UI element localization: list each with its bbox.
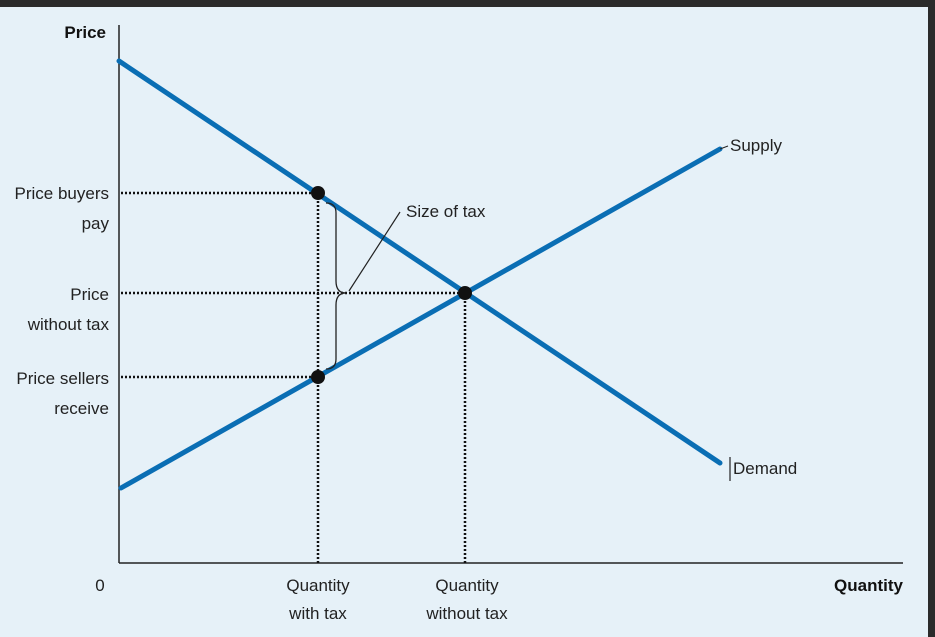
supply-label-leader: [719, 145, 729, 150]
label-quantity-without-tax-line2: without tax: [425, 604, 508, 623]
tax-brace: [325, 202, 347, 370]
supply-label: Supply: [730, 136, 782, 155]
tax-incidence-diagram: Price Quantity 0 Price buyers pay Price …: [15, 23, 904, 623]
label-quantity-with-tax-line1: Quantity: [286, 576, 350, 595]
label-price-without-tax-line2: without tax: [27, 315, 110, 334]
y-axis-title: Price: [64, 23, 106, 42]
sellers-price-point: [311, 370, 325, 384]
annotation-pointer: [348, 211, 401, 292]
label-quantity-without-tax-line1: Quantity: [435, 576, 499, 595]
label-price-sellers-receive-line1: Price sellers: [16, 369, 109, 388]
demand-curve: [116, 58, 723, 466]
label-price-without-tax-line1: Price: [70, 285, 109, 304]
size-of-tax-annotation: Size of tax: [406, 202, 486, 221]
demand-label: Demand: [733, 459, 797, 478]
label-quantity-with-tax-line2: with tax: [288, 604, 347, 623]
equilibrium-point: [458, 286, 472, 300]
label-price-buyers-pay-line2: pay: [82, 214, 110, 233]
diagram-panel: Price Quantity 0 Price buyers pay Price …: [0, 7, 928, 637]
buyers-price-point: [311, 186, 325, 200]
supply-curve: [118, 146, 723, 491]
label-price-buyers-pay-line1: Price buyers: [15, 184, 109, 203]
x-axis-title: Quantity: [834, 576, 903, 595]
label-price-sellers-receive-line2: receive: [54, 399, 109, 418]
origin-label: 0: [95, 576, 104, 595]
